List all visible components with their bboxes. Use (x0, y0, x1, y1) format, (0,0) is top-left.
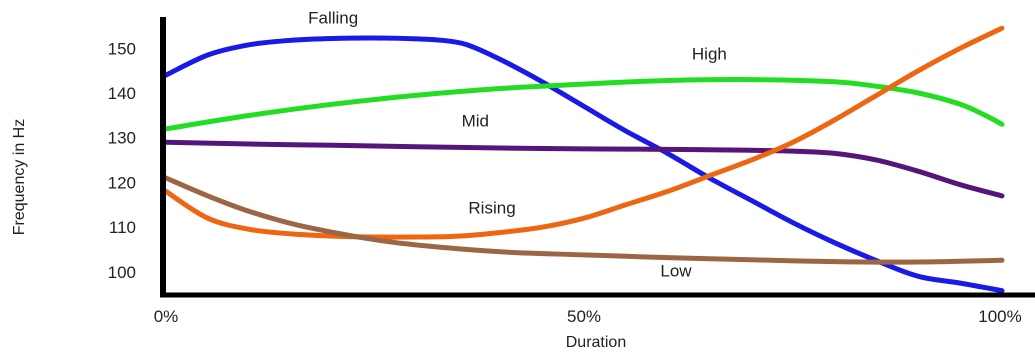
x-tick-label: 0% (154, 307, 179, 326)
y-tick-label: 120 (108, 173, 136, 192)
series-labels: Falling High Mid Rising Low (308, 9, 727, 281)
y-tick-label: 150 (108, 39, 136, 58)
y-tick-label: 100 (108, 263, 136, 282)
series-line-rising (163, 25, 1005, 240)
series-label-falling: Falling (308, 9, 358, 28)
series-line-falling (163, 35, 1005, 294)
x-tick-label: 100% (978, 307, 1021, 326)
series-label-rising: Rising (468, 199, 515, 218)
series-line-low (163, 175, 1005, 265)
plot-lines (163, 25, 1005, 294)
y-tick-label: 140 (108, 84, 136, 103)
x-axis-label: Duration (566, 334, 626, 351)
x-tick-label: 50% (567, 307, 601, 326)
series-label-mid: Mid (462, 112, 489, 131)
series-line-mid (163, 139, 1005, 199)
series-label-low: Low (660, 261, 692, 280)
series-line-high (163, 77, 1005, 132)
y-ticks: 100 110 120 130 140 150 (108, 39, 136, 282)
y-axis-label: Frequency in Hz (11, 119, 28, 236)
x-ticks: 0% 50% 100% (154, 307, 1022, 326)
y-tick-label: 110 (109, 218, 136, 237)
series-label-high: High (692, 44, 727, 63)
y-tick-label: 130 (108, 129, 136, 148)
